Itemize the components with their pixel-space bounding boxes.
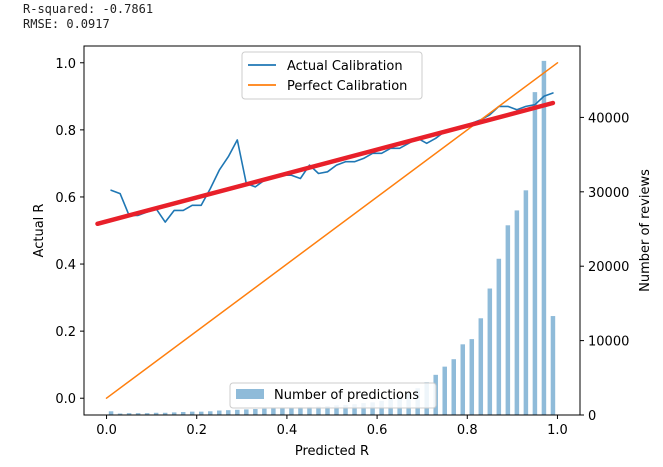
- prediction-count-bar: [217, 410, 222, 415]
- prediction-count-bar: [144, 413, 150, 415]
- prediction-count-bar: [307, 406, 312, 415]
- prediction-count-bar: [370, 402, 375, 415]
- legend-label: Actual Calibration: [287, 59, 403, 74]
- r-squared-text: R-squared: -0.7861: [23, 2, 154, 16]
- prediction-count-bar: [189, 411, 195, 415]
- y-tick-label: 1.0: [55, 57, 76, 72]
- prediction-count-bar: [162, 412, 168, 415]
- prediction-count-bar: [280, 407, 285, 415]
- prediction-count-bar: [298, 407, 303, 415]
- prediction-count-bar: [208, 411, 213, 415]
- prediction-count-bar: [226, 410, 231, 415]
- x-tick-label: 0.4: [277, 423, 298, 438]
- prediction-count-bar: [108, 411, 114, 415]
- legend-top: Actual Calibration Perfect Calibration: [241, 51, 423, 100]
- fit-line: [95, 100, 556, 227]
- prediction-count-bar: [469, 339, 475, 415]
- x-tick-label: 0.0: [96, 423, 117, 438]
- y2-tick-label: 10000: [588, 335, 629, 350]
- stats-block: R-squared: -0.7861 RMSE: 0.0917: [23, 2, 153, 32]
- prediction-count-bar: [541, 60, 547, 416]
- prediction-count-bar: [325, 406, 330, 415]
- y-tick-label: 0.8: [55, 124, 76, 139]
- prediction-count-bar: [505, 225, 511, 415]
- prediction-count-bar: [171, 412, 177, 415]
- y-tick-label: 0.4: [55, 258, 76, 273]
- x-tick-label: 0.2: [186, 423, 207, 438]
- legend-label: Perfect Calibration: [287, 79, 407, 94]
- legend-top-box: [241, 51, 423, 100]
- prediction-count-bar: [361, 403, 366, 415]
- prediction-count-bar: [135, 413, 141, 415]
- plot-frame: [83, 45, 581, 416]
- x-tick-label: 1.0: [547, 423, 568, 438]
- legend-bottom-box: [229, 382, 437, 409]
- prediction-count-bar: [253, 409, 258, 415]
- y-tick-label: 0.0: [55, 392, 76, 407]
- y-tick-label: 0.6: [55, 191, 76, 206]
- legend-bottom: Number of predictions: [229, 382, 437, 409]
- prediction-count-bar: [334, 405, 339, 415]
- prediction-count-bar: [514, 210, 520, 415]
- perfect-calibration-line: [105, 62, 559, 399]
- prediction-count-bar: [550, 316, 556, 415]
- x-tick-label: 0.8: [457, 423, 478, 438]
- prediction-count-bar: [478, 318, 484, 415]
- prediction-count-bar: [126, 413, 132, 415]
- prediction-count-bar: [271, 408, 276, 415]
- prediction-count-bar: [180, 412, 186, 415]
- y2-tick-label: 30000: [588, 186, 629, 201]
- prediction-count-bar: [117, 413, 123, 415]
- x-tick-label: 0.6: [367, 423, 388, 438]
- legend-label: Number of predictions: [274, 388, 419, 403]
- prediction-count-bar: [460, 344, 466, 415]
- prediction-count-bar: [442, 366, 447, 415]
- prediction-count-bar: [316, 406, 321, 415]
- x-axis-label: Predicted R: [295, 444, 369, 459]
- y-tick-label: 0.2: [55, 325, 76, 340]
- prediction-count-bar: [198, 411, 204, 415]
- y2-tick-label: 20000: [588, 260, 629, 275]
- rmse-text: RMSE: 0.0917: [23, 17, 110, 31]
- prediction-count-bar: [153, 412, 159, 415]
- y2-tick-label: 40000: [588, 111, 629, 126]
- prediction-count-bar: [352, 404, 357, 415]
- prediction-count-bar: [496, 258, 502, 415]
- prediction-count-bar: [235, 409, 240, 415]
- prediction-count-bar: [487, 288, 493, 415]
- y2-tick-label: 0: [588, 409, 596, 424]
- prediction-count-bar: [532, 92, 538, 415]
- prediction-count-bar: [451, 359, 456, 415]
- legend-swatch: [236, 389, 264, 399]
- prediction-count-bar: [244, 409, 249, 415]
- prediction-count-bar: [289, 407, 294, 415]
- prediction-count-bar: [343, 404, 348, 415]
- y2-axis-label: Number of reviews: [638, 169, 653, 292]
- y-axis-label: Actual R: [32, 204, 47, 258]
- prediction-count-bar: [523, 190, 529, 415]
- prediction-count-bar: [262, 408, 267, 415]
